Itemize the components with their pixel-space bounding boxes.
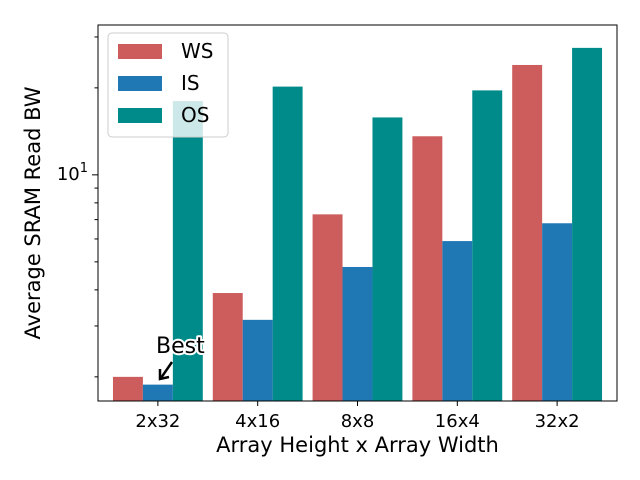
bar-is-2x32 (142, 384, 173, 401)
bar-ws-32x2 (512, 64, 543, 401)
y-tick-base: 10 (57, 164, 80, 185)
bar-os-2x32 (172, 101, 203, 401)
legend-swatch-is (118, 76, 162, 91)
bar-ws-16x4 (412, 136, 443, 401)
legend-label-os: OS (181, 103, 209, 127)
bar-os-16x4 (472, 90, 503, 401)
annotation-arrow-shaft (159, 361, 174, 379)
legend-swatch-ws (118, 44, 162, 59)
bar-os-8x8 (372, 117, 403, 401)
ticks-layer: 2x32 4x16 8x8 16x4 32x2 (92, 36, 580, 432)
annotation-best: Best (154, 332, 207, 381)
x-axis-label: Array Height x Array Width (216, 433, 499, 457)
x-tick-label: 2x32 (135, 411, 180, 432)
legend-label-is: IS (181, 71, 200, 95)
x-tick-label: 4x16 (235, 411, 280, 432)
bar-ws-8x8 (312, 214, 343, 401)
plot-frame (97, 24, 618, 402)
y-tick-exponent: 1 (80, 161, 88, 176)
annotation-text: Best (156, 334, 205, 359)
y-axis-label: Average SRAM Read BW (21, 86, 45, 339)
bar-is-32x2 (542, 223, 573, 401)
bars-layer (112, 47, 603, 401)
legend: WS IS OS (107, 32, 229, 138)
x-tick-label: 8x8 (341, 411, 375, 432)
x-tick-label: 32x2 (535, 411, 580, 432)
y-tick-label-10: 101 (57, 161, 88, 185)
bar-os-32x2 (572, 47, 603, 401)
bar-is-8x8 (342, 266, 373, 401)
bar-is-4x16 (242, 319, 273, 401)
legend-swatch-os (118, 108, 162, 123)
bar-is-16x4 (442, 241, 473, 401)
bar-ws-4x16 (212, 293, 243, 401)
legend-label-ws: WS (181, 39, 213, 63)
bar-os-4x16 (272, 86, 303, 401)
x-tick-label: 16x4 (435, 411, 480, 432)
bar-ws-2x32 (112, 376, 143, 401)
annotation-arrowhead (158, 369, 170, 381)
